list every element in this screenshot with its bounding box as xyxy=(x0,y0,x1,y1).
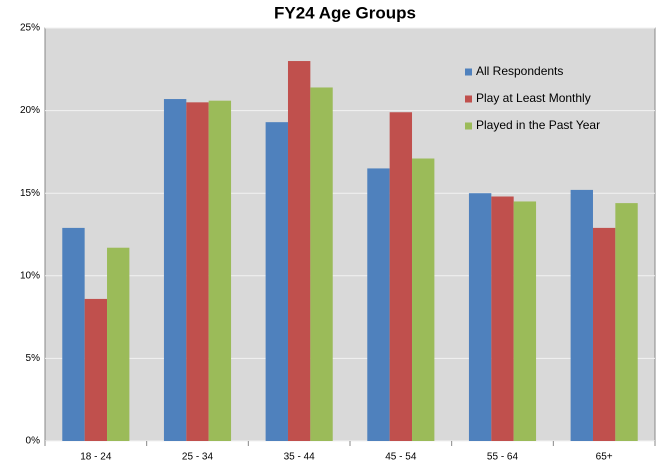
bar xyxy=(186,102,209,441)
x-tick-label: 45 - 54 xyxy=(385,452,417,463)
y-tick-label: 10% xyxy=(20,270,40,281)
legend-swatch xyxy=(465,95,472,103)
bar xyxy=(592,227,616,441)
bar xyxy=(310,87,333,442)
legend-label: Play at Least Monthly xyxy=(476,91,591,105)
legend-label: All Respondents xyxy=(476,64,563,78)
x-tick-label: 65+ xyxy=(596,452,613,463)
y-tick-label: 25% xyxy=(20,23,40,34)
bar xyxy=(287,61,311,441)
bar xyxy=(163,99,187,441)
bar xyxy=(389,112,413,441)
bar xyxy=(265,122,288,441)
x-tick-label: 25 - 34 xyxy=(182,452,214,463)
bar xyxy=(84,298,108,441)
y-tick-label: 5% xyxy=(26,353,41,364)
y-tick-label: 0% xyxy=(26,436,41,447)
y-tick-label: 15% xyxy=(20,188,40,199)
chart-title: FY24 Age Groups xyxy=(274,3,416,22)
bar xyxy=(491,196,514,441)
bar xyxy=(615,203,638,441)
legend-swatch xyxy=(465,68,472,76)
bar xyxy=(513,201,537,441)
y-tick-label: 20% xyxy=(20,105,40,116)
legend-swatch xyxy=(465,122,472,130)
bar xyxy=(570,189,593,441)
x-tick-label: 35 - 44 xyxy=(284,452,316,463)
bar xyxy=(208,100,232,442)
x-tick-label: 18 - 24 xyxy=(80,452,112,463)
plot-area xyxy=(44,27,656,442)
bar xyxy=(412,158,435,441)
bar xyxy=(62,227,85,441)
bar xyxy=(367,168,390,442)
bar xyxy=(468,193,492,441)
bar xyxy=(107,247,130,441)
x-tick-label: 55 - 64 xyxy=(487,452,519,463)
legend-label: Played in the Past Year xyxy=(476,118,600,132)
